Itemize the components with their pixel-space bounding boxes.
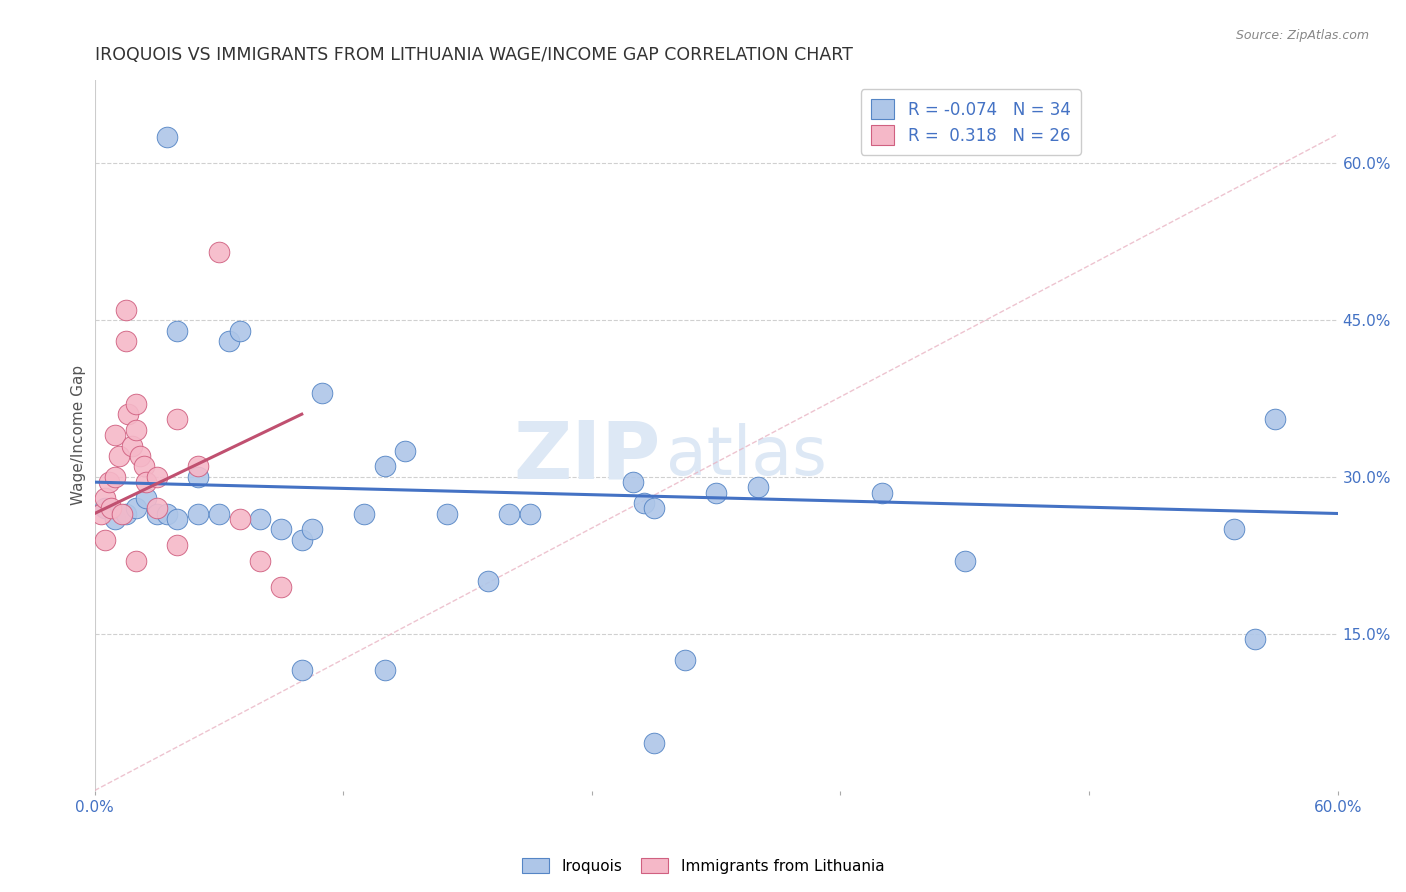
- Immigrants from Lithuania: [90, 507, 112, 521]
- Immigrants from Lithuania: [121, 438, 143, 452]
- Iroquois: [166, 324, 188, 338]
- Immigrants from Lithuania: [145, 501, 167, 516]
- Immigrants from Lithuania: [114, 302, 136, 317]
- Iroquois: [270, 522, 292, 536]
- Iroquois: [704, 485, 727, 500]
- Iroquois: [187, 507, 209, 521]
- Immigrants from Lithuania: [125, 423, 148, 437]
- Iroquois: [1243, 632, 1265, 646]
- Iroquois: [953, 553, 976, 567]
- Immigrants from Lithuania: [145, 470, 167, 484]
- Iroquois: [870, 485, 893, 500]
- Iroquois: [519, 507, 541, 521]
- Immigrants from Lithuania: [249, 553, 271, 567]
- Iroquois: [291, 533, 314, 547]
- Iroquois: [114, 507, 136, 521]
- Legend: R = -0.074   N = 34, R =  0.318   N = 26: R = -0.074 N = 34, R = 0.318 N = 26: [860, 89, 1081, 154]
- Y-axis label: Wage/Income Gap: Wage/Income Gap: [72, 365, 86, 505]
- Immigrants from Lithuania: [104, 428, 127, 442]
- Text: ZIP: ZIP: [513, 417, 661, 495]
- Legend: Iroquois, Immigrants from Lithuania: Iroquois, Immigrants from Lithuania: [516, 852, 890, 880]
- Iroquois: [477, 574, 499, 589]
- Immigrants from Lithuania: [100, 501, 122, 516]
- Immigrants from Lithuania: [129, 449, 152, 463]
- Immigrants from Lithuania: [125, 553, 148, 567]
- Iroquois: [643, 501, 665, 516]
- Text: atlas: atlas: [666, 424, 827, 490]
- Iroquois: [218, 334, 240, 348]
- Iroquois: [145, 507, 167, 521]
- Iroquois: [374, 459, 396, 474]
- Iroquois: [135, 491, 157, 505]
- Immigrants from Lithuania: [187, 459, 209, 474]
- Immigrants from Lithuania: [166, 538, 188, 552]
- Immigrants from Lithuania: [208, 245, 231, 260]
- Iroquois: [208, 507, 231, 521]
- Iroquois: [249, 512, 271, 526]
- Iroquois: [187, 470, 209, 484]
- Immigrants from Lithuania: [125, 397, 148, 411]
- Iroquois: [1223, 522, 1246, 536]
- Immigrants from Lithuania: [270, 580, 292, 594]
- Iroquois: [621, 475, 644, 490]
- Immigrants from Lithuania: [228, 512, 250, 526]
- Iroquois: [353, 507, 375, 521]
- Iroquois: [633, 496, 655, 510]
- Iroquois: [498, 507, 520, 521]
- Immigrants from Lithuania: [166, 412, 188, 426]
- Text: IROQUOIS VS IMMIGRANTS FROM LITHUANIA WAGE/INCOME GAP CORRELATION CHART: IROQUOIS VS IMMIGRANTS FROM LITHUANIA WA…: [94, 46, 852, 64]
- Iroquois: [673, 653, 696, 667]
- Iroquois: [166, 512, 188, 526]
- Iroquois: [228, 324, 250, 338]
- Immigrants from Lithuania: [117, 407, 139, 421]
- Immigrants from Lithuania: [94, 533, 117, 547]
- Immigrants from Lithuania: [114, 334, 136, 348]
- Iroquois: [156, 130, 179, 145]
- Text: Source: ZipAtlas.com: Source: ZipAtlas.com: [1236, 29, 1369, 42]
- Immigrants from Lithuania: [94, 491, 117, 505]
- Iroquois: [394, 443, 416, 458]
- Iroquois: [104, 512, 127, 526]
- Iroquois: [643, 737, 665, 751]
- Immigrants from Lithuania: [104, 470, 127, 484]
- Iroquois: [436, 507, 458, 521]
- Iroquois: [94, 501, 117, 516]
- Iroquois: [1264, 412, 1286, 426]
- Iroquois: [156, 507, 179, 521]
- Immigrants from Lithuania: [134, 459, 156, 474]
- Immigrants from Lithuania: [98, 475, 121, 490]
- Iroquois: [301, 522, 323, 536]
- Iroquois: [311, 386, 333, 401]
- Iroquois: [125, 501, 148, 516]
- Iroquois: [374, 663, 396, 677]
- Immigrants from Lithuania: [110, 507, 132, 521]
- Iroquois: [747, 480, 769, 494]
- Iroquois: [291, 663, 314, 677]
- Immigrants from Lithuania: [108, 449, 131, 463]
- Immigrants from Lithuania: [135, 475, 157, 490]
